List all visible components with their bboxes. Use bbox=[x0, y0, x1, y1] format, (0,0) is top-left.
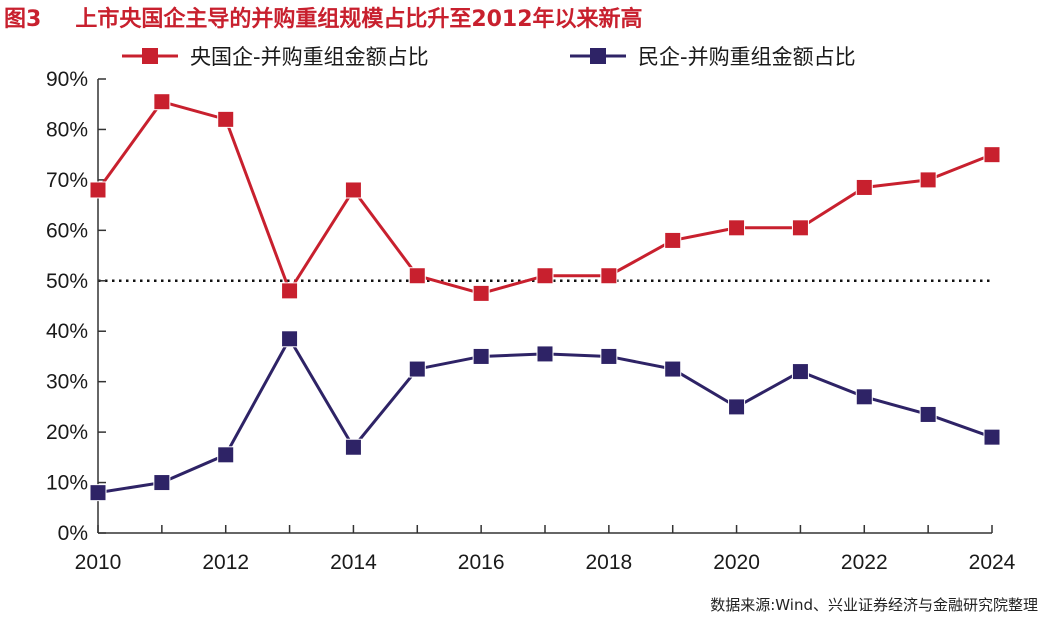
series-2-marker bbox=[89, 484, 107, 502]
series-2-marker bbox=[472, 347, 490, 365]
series-1-marker bbox=[472, 284, 490, 302]
legend-marker-2 bbox=[590, 48, 606, 64]
y-tick-label: 80% bbox=[46, 118, 88, 141]
series-2-marker bbox=[217, 446, 235, 464]
series-line-1 bbox=[96, 99, 993, 295]
series-2-marker bbox=[281, 330, 299, 348]
source-note: 数据来源:Wind、兴业证券经济与金融研究院整理 bbox=[710, 596, 1038, 614]
series-2-marker bbox=[855, 388, 873, 406]
y-tick-label: 60% bbox=[46, 219, 88, 242]
series-2-marker bbox=[344, 438, 362, 456]
series-1-marker bbox=[791, 219, 809, 237]
series-1-marker bbox=[728, 219, 746, 237]
y-tick-label: 10% bbox=[46, 472, 88, 495]
y-tick-label: 70% bbox=[46, 169, 88, 192]
legend: 央国企-并购重组金额占比 民企-并购重组金额占比 bbox=[122, 45, 856, 69]
figure-header: 图3 上市央国企主导的并购重组规模占比升至2012年以来新高 bbox=[4, 0, 1034, 34]
series-2-marker bbox=[153, 474, 171, 492]
x-tick-label: 2020 bbox=[713, 551, 760, 574]
series-1-marker bbox=[919, 171, 937, 189]
x-tick-label: 2024 bbox=[969, 551, 1016, 574]
figure-label: 图3 bbox=[4, 7, 42, 32]
x-tick-label: 2014 bbox=[330, 551, 377, 574]
legend-label-1: 央国企-并购重组金额占比 bbox=[190, 45, 429, 69]
series-1-marker bbox=[281, 282, 299, 300]
series-1-marker bbox=[855, 178, 873, 196]
series-1-marker bbox=[344, 181, 362, 199]
series-1-marker bbox=[217, 110, 235, 128]
series-1-marker bbox=[408, 267, 426, 285]
y-tick-label: 0% bbox=[58, 522, 88, 545]
series-2-marker bbox=[600, 347, 618, 365]
series-1-marker bbox=[89, 181, 107, 199]
series-1-marker bbox=[600, 267, 618, 285]
series-2-marker bbox=[536, 345, 554, 363]
series-1-marker bbox=[536, 267, 554, 285]
series-2-marker bbox=[983, 428, 1001, 446]
legend-label-2: 民企-并购重组金额占比 bbox=[638, 45, 856, 69]
legend-marker-1 bbox=[142, 48, 158, 64]
x-tick-label: 2012 bbox=[202, 551, 249, 574]
y-tick-label: 40% bbox=[46, 320, 88, 343]
y-tick-label: 90% bbox=[46, 68, 88, 91]
series-layer bbox=[89, 93, 1001, 502]
series-1-marker bbox=[664, 231, 682, 249]
x-tick-label: 2018 bbox=[585, 551, 632, 574]
series-2-marker bbox=[664, 360, 682, 378]
axes: 0% 10% 20% 30% 40% 50% 60% 70% 80% 90% 2010 2012 201… bbox=[46, 68, 1016, 574]
series-2-marker bbox=[728, 398, 746, 416]
series-1-marker bbox=[983, 146, 1001, 164]
x-tick-label: 2022 bbox=[841, 551, 888, 574]
series-1-marker bbox=[153, 93, 171, 111]
x-tick-label: 2010 bbox=[75, 551, 122, 574]
series-2-marker bbox=[791, 363, 809, 381]
figure-title: 上市央国企主导的并购重组规模占比升至2012年以来新高 bbox=[75, 7, 643, 32]
x-tick-label: 2016 bbox=[458, 551, 505, 574]
series-2-marker bbox=[919, 405, 937, 423]
series-2-marker bbox=[408, 360, 426, 378]
y-tick-label: 30% bbox=[46, 371, 88, 394]
y-tick-label: 50% bbox=[46, 270, 88, 293]
y-tick-label: 20% bbox=[46, 421, 88, 444]
